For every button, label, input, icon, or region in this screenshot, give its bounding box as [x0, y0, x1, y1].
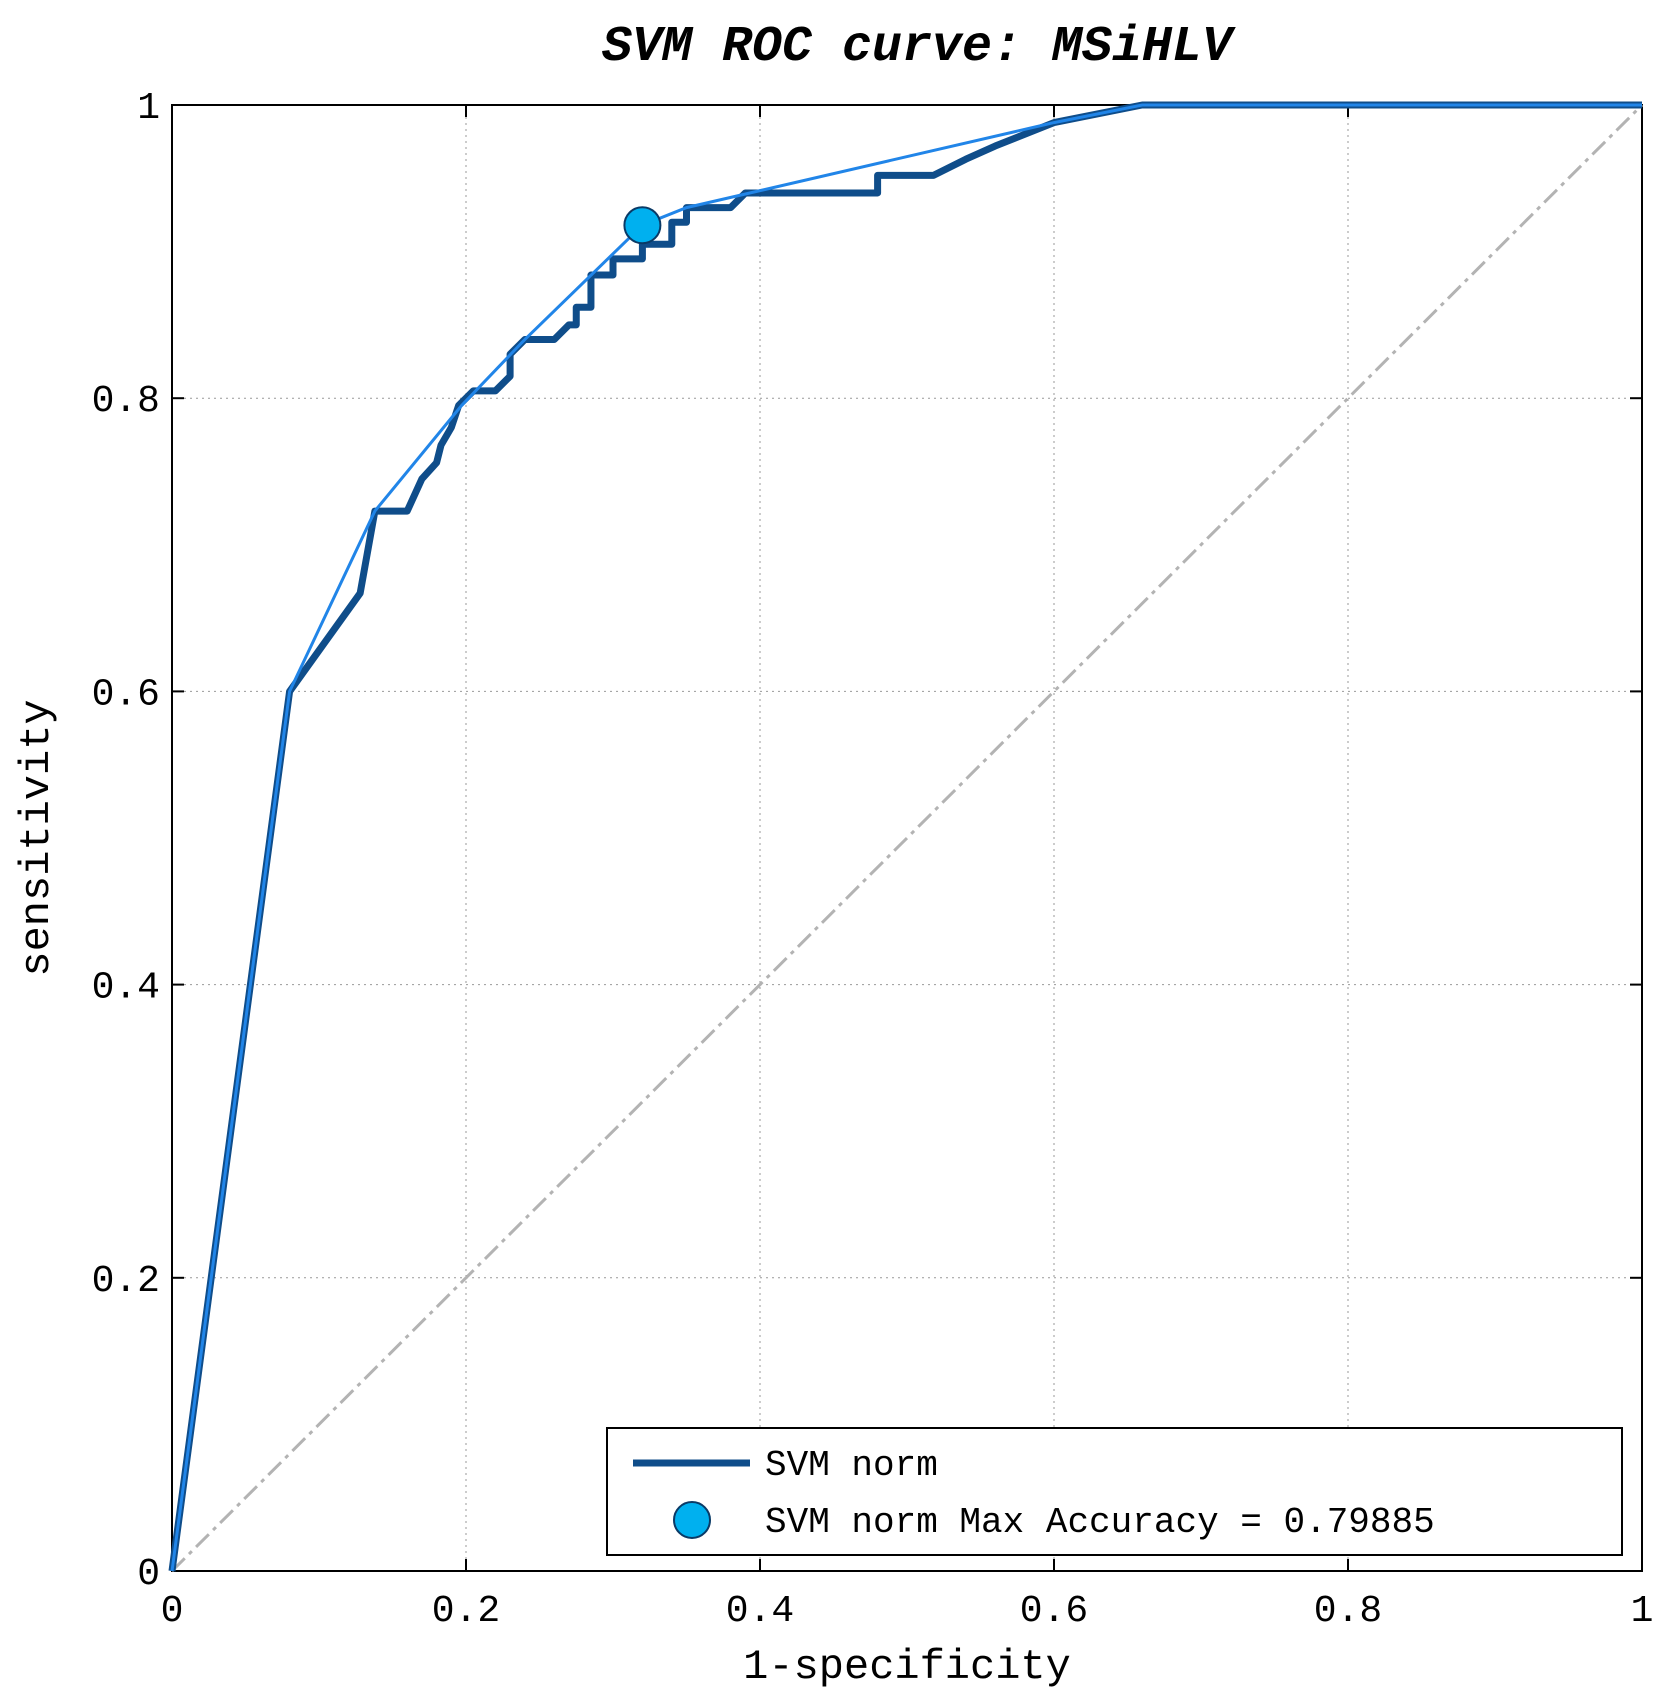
- y-tick-label: 0: [137, 1553, 160, 1596]
- chart-title: SVM ROC curve: MSiHLV: [602, 19, 1236, 76]
- plot-frame: [171, 104, 1643, 1572]
- legend-marker-swatch: [673, 1501, 711, 1539]
- x-tick-label: 0.2: [432, 1590, 500, 1633]
- legend-label-max-accuracy: SVM norm Max Accuracy = 0.79885: [765, 1502, 1435, 1543]
- y-tick-label: 0.2: [92, 1260, 160, 1303]
- x-tick-label: 0.4: [726, 1590, 794, 1633]
- grid-lines: [172, 105, 1642, 1571]
- x-tick-label: 0: [161, 1590, 184, 1633]
- legend-box: [606, 1427, 1623, 1556]
- max-accuracy-marker: [623, 206, 662, 245]
- legend: SVM norm SVM norm Max Accuracy = 0.79885: [606, 1427, 1623, 1556]
- y-tick-label: 0.8: [92, 380, 160, 423]
- y-tick-label: 1: [137, 87, 160, 130]
- x-tick-label: 0.8: [1314, 1590, 1382, 1633]
- x-tick-label: 0.6: [1020, 1590, 1088, 1633]
- roc-convex-hull-line: [170, 103, 1642, 1572]
- y-tick-label: 0.4: [92, 967, 160, 1010]
- chance-diagonal-line: [170, 103, 1644, 1573]
- axis-ticks: 0 0.2 0.4 0.6 0.8 1 0 0.2 0.4 0.6 0.8 1: [92, 87, 1654, 1633]
- x-axis-label: 1-specificity: [743, 1643, 1071, 1691]
- y-axis-label: sensitivity: [13, 699, 61, 976]
- legend-label-svm-norm: SVM norm: [765, 1445, 938, 1486]
- roc-curve-svm-norm: [168, 101, 1642, 1572]
- x-tick-label: 1: [1631, 1590, 1654, 1633]
- y-tick-label: 0.6: [92, 673, 160, 716]
